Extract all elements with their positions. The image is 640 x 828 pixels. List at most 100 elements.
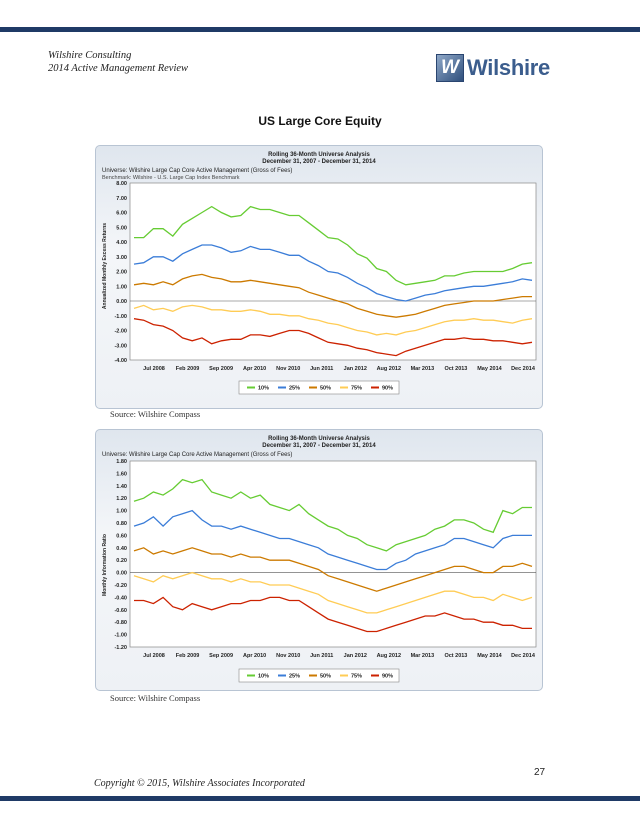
x-tick-label: Mar 2013 bbox=[411, 653, 435, 659]
legend-label: 75% bbox=[351, 674, 362, 680]
series-line-10pct bbox=[133, 478, 532, 552]
chart-legend: 10% 25% 50% 75% 90% bbox=[238, 668, 400, 683]
y-tick-label: 1.00 bbox=[116, 509, 127, 515]
chart-title: Rolling 36-Month Universe Analysis bbox=[268, 436, 370, 442]
information-ratio-chart: Rolling 36-Month Universe Analysis Decem… bbox=[102, 436, 537, 683]
logo-wordmark: Wilshire bbox=[467, 55, 550, 80]
x-tick-label: Mar 2013 bbox=[411, 366, 435, 372]
y-tick-label: -0.20 bbox=[114, 583, 127, 589]
y-tick-label: 3.00 bbox=[116, 255, 127, 261]
y-tick-label: 0.00 bbox=[116, 299, 127, 305]
y-tick-label: -1.00 bbox=[114, 633, 127, 639]
x-tick-label: Jun 2011 bbox=[310, 366, 333, 372]
series-line-50pct bbox=[133, 273, 532, 318]
y-tick-label: 1.80 bbox=[116, 459, 127, 465]
x-tick-label: Sep 2009 bbox=[209, 366, 233, 372]
series-line-75pct bbox=[133, 304, 533, 336]
y-tick-label: 0.60 bbox=[116, 533, 127, 539]
x-tick-label: Aug 2012 bbox=[377, 366, 401, 372]
y-tick-label: 1.40 bbox=[116, 484, 127, 490]
x-tick-label: Feb 2009 bbox=[176, 366, 200, 372]
y-axis-label: Annualized Monthly Excess Returns bbox=[102, 223, 108, 309]
y-tick-label: 8.00 bbox=[116, 181, 127, 187]
y-tick-label: 1.60 bbox=[116, 471, 127, 477]
chart-legend: 10% 25% 50% 75% 90% bbox=[238, 380, 400, 395]
x-tick-label: May 2014 bbox=[477, 366, 502, 372]
y-tick-label: -1.00 bbox=[114, 314, 127, 320]
header-company: Wilshire Consulting bbox=[48, 50, 132, 61]
y-tick-label: -0.60 bbox=[114, 608, 127, 614]
x-tick-label: Jan 2012 bbox=[344, 366, 367, 372]
series-line-90pct bbox=[134, 596, 532, 633]
legend-label: 90% bbox=[382, 386, 393, 392]
x-tick-label: Oct 2013 bbox=[444, 653, 467, 659]
chart-subtitle: December 31, 2007 - December 31, 2014 bbox=[262, 159, 376, 165]
legend-label: 25% bbox=[289, 386, 300, 392]
y-tick-label: 1.00 bbox=[116, 284, 127, 290]
y-tick-label: -2.00 bbox=[114, 329, 127, 335]
y-tick-label: -1.20 bbox=[114, 645, 127, 651]
y-tick-label: -0.80 bbox=[114, 620, 127, 626]
legend-label: 90% bbox=[382, 674, 393, 680]
chart-subtitle: December 31, 2007 - December 31, 2014 bbox=[262, 443, 376, 449]
y-tick-label: 7.00 bbox=[116, 196, 127, 202]
x-tick-label: Dec 2014 bbox=[511, 653, 536, 659]
y-axis-label: Monthly Information Ratio bbox=[102, 534, 108, 596]
legend-label: 50% bbox=[320, 386, 331, 392]
section-title: US Large Core Equity bbox=[258, 114, 382, 128]
y-tick-label: 0.20 bbox=[116, 558, 127, 564]
legend-label: 10% bbox=[258, 674, 269, 680]
excess-returns-chart: Rolling 36-Month Universe Analysis Decem… bbox=[102, 152, 537, 395]
series-line-50pct bbox=[133, 547, 533, 592]
x-tick-label: May 2014 bbox=[477, 653, 502, 659]
legend-box bbox=[238, 380, 400, 395]
plot-area: 8.00 7.00 6.00 5.00 4.00 3.00 2.00 1.00 0.00 -1.0… bbox=[114, 181, 537, 372]
bottom-rule bbox=[0, 796, 640, 801]
plot-background bbox=[129, 460, 537, 648]
x-tick-label: Sep 2009 bbox=[209, 653, 233, 659]
x-tick-label: Jun 2011 bbox=[310, 653, 333, 659]
x-tick-label: Jul 2008 bbox=[143, 366, 165, 372]
y-tick-label: 0.80 bbox=[116, 521, 127, 527]
series-line-10pct bbox=[134, 205, 533, 286]
y-tick-label: 2.00 bbox=[116, 270, 127, 276]
chart-panel-excess-returns: Rolling 36-Month Universe Analysis Decem… bbox=[95, 145, 543, 409]
y-tick-label: 0.40 bbox=[116, 546, 127, 552]
y-tick-label: 0.00 bbox=[116, 571, 127, 577]
y-tick-label: 5.00 bbox=[116, 225, 127, 231]
x-tick-label: Jan 2012 bbox=[344, 653, 367, 659]
x-tick-label: Aug 2012 bbox=[377, 653, 401, 659]
x-tick-label: Oct 2013 bbox=[444, 366, 467, 372]
y-tick-label: 6.00 bbox=[116, 211, 127, 217]
x-tick-label: Apr 2010 bbox=[243, 366, 266, 372]
y-tick-label: -0.40 bbox=[114, 595, 127, 601]
x-tick-label: Feb 2009 bbox=[176, 653, 200, 659]
x-tick-label: Dec 2014 bbox=[511, 366, 536, 372]
plot-background bbox=[129, 182, 537, 361]
series-line-90pct bbox=[133, 318, 533, 357]
legend-label: 50% bbox=[320, 674, 331, 680]
logo-mark: W bbox=[436, 54, 464, 82]
legend-label: 75% bbox=[351, 386, 362, 392]
series-line-25pct bbox=[133, 244, 533, 302]
top-rule bbox=[0, 27, 640, 32]
document-header: Wilshire Consulting 2014 Active Manageme… bbox=[48, 49, 188, 75]
copyright-notice: Copyright © 2015, Wilshire Associates In… bbox=[94, 778, 305, 789]
x-tick-label: Nov 2010 bbox=[276, 653, 300, 659]
legend-box bbox=[238, 668, 400, 683]
legend-label: 25% bbox=[289, 674, 300, 680]
chart-benchmark-label: Benchmark: Wilshire - U.S. Large Cap Ind… bbox=[102, 175, 240, 181]
y-tick-label: -3.00 bbox=[114, 343, 127, 349]
chart-universe-label: Universe: Wilshire Large Cap Core Active… bbox=[102, 168, 292, 174]
wilshire-logo: W Wilshire bbox=[436, 54, 552, 82]
chart-universe-label: Universe: Wilshire Large Cap Core Active… bbox=[102, 452, 292, 458]
header-report-title: 2014 Active Management Review bbox=[48, 63, 189, 74]
x-tick-label: Nov 2010 bbox=[276, 366, 300, 372]
series-line-25pct bbox=[133, 509, 532, 571]
chart-title: Rolling 36-Month Universe Analysis bbox=[268, 152, 370, 158]
x-tick-label: Jul 2008 bbox=[143, 653, 165, 659]
chart-panel-information-ratio: Rolling 36-Month Universe Analysis Decem… bbox=[95, 429, 543, 691]
y-tick-label: 4.00 bbox=[116, 240, 127, 246]
chart2-source: Source: Wilshire Compass bbox=[110, 693, 201, 703]
legend-label: 10% bbox=[258, 386, 269, 392]
